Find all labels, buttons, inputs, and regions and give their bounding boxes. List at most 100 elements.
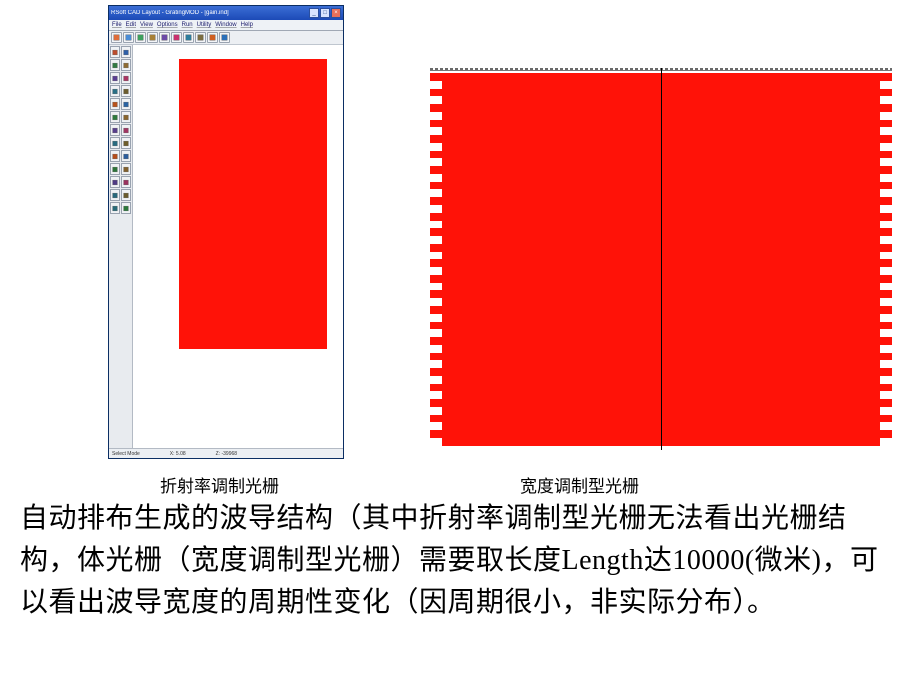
- side-tool-button[interactable]: [110, 176, 120, 188]
- close-button[interactable]: ×: [331, 8, 341, 18]
- tooth-row: [430, 112, 445, 120]
- side-tool-button[interactable]: [110, 98, 120, 110]
- tooth-row: [877, 329, 892, 337]
- side-tool-button[interactable]: [121, 111, 131, 123]
- tooth-row: [877, 174, 892, 182]
- side-tool-button[interactable]: [110, 189, 120, 201]
- menu-file[interactable]: File: [112, 22, 122, 28]
- side-tool-pair: [110, 111, 131, 123]
- side-tool-button[interactable]: [110, 137, 120, 149]
- toolbar-button[interactable]: [159, 32, 170, 43]
- tooth-row: [877, 415, 892, 423]
- toolbar-button[interactable]: [207, 32, 218, 43]
- tooth-peak: [430, 89, 445, 97]
- toolbar-button[interactable]: [171, 32, 182, 43]
- menu-utility[interactable]: Utility: [197, 22, 212, 28]
- tooth-trough: [442, 236, 445, 244]
- tooth-peak: [877, 353, 892, 361]
- side-tool-button[interactable]: [110, 111, 120, 123]
- tooth-row: [430, 135, 445, 143]
- tooth-trough: [442, 96, 445, 104]
- tooth-row: [877, 151, 892, 159]
- tooth-row: [430, 96, 445, 104]
- toolbar-button[interactable]: [123, 32, 134, 43]
- tooth-row: [430, 166, 445, 174]
- tooth-trough: [442, 81, 445, 89]
- tooth-peak: [877, 399, 892, 407]
- side-tool-button[interactable]: [121, 98, 131, 110]
- side-tool-button[interactable]: [110, 202, 120, 214]
- side-tool-pair: [110, 189, 131, 201]
- tooth-row: [430, 368, 445, 376]
- tooth-row: [877, 298, 892, 306]
- titlebar-buttons: _ □ ×: [309, 8, 341, 18]
- status-mode: Select Mode: [112, 451, 140, 457]
- side-tool-button[interactable]: [110, 46, 120, 58]
- tooth-peak: [430, 430, 445, 438]
- tooth-peak: [430, 275, 445, 283]
- maximize-button[interactable]: □: [320, 8, 330, 18]
- side-tool-button[interactable]: [121, 46, 131, 58]
- toolbar-button[interactable]: [183, 32, 194, 43]
- tooth-row: [877, 221, 892, 229]
- tooth-row: [877, 314, 892, 322]
- tooth-row: [430, 182, 445, 190]
- menu-run[interactable]: Run: [182, 22, 193, 28]
- tooth-row: [430, 120, 445, 128]
- tooth-trough: [877, 329, 880, 337]
- tooth-trough: [442, 112, 445, 120]
- side-tool-button[interactable]: [121, 202, 131, 214]
- side-tool-button[interactable]: [110, 59, 120, 71]
- tooth-peak: [877, 290, 892, 298]
- side-tool-button[interactable]: [121, 59, 131, 71]
- side-tool-button[interactable]: [121, 163, 131, 175]
- side-tool-button[interactable]: [110, 72, 120, 84]
- side-tool-button[interactable]: [110, 163, 120, 175]
- tooth-trough: [877, 391, 880, 399]
- tooth-trough: [877, 438, 880, 446]
- tooth-row: [430, 306, 445, 314]
- tooth-peak: [430, 353, 445, 361]
- side-tool-pair: [110, 163, 131, 175]
- menu-help[interactable]: Help: [241, 22, 253, 28]
- side-tool-button[interactable]: [121, 150, 131, 162]
- tooth-trough: [877, 189, 880, 197]
- side-tool-button[interactable]: [121, 176, 131, 188]
- side-tool-button[interactable]: [110, 85, 120, 97]
- tooth-row: [877, 166, 892, 174]
- side-tool-button[interactable]: [121, 137, 131, 149]
- side-tool-button[interactable]: [121, 72, 131, 84]
- status-z: Z: -39968: [216, 451, 237, 457]
- tooth-peak: [877, 306, 892, 314]
- tooth-peak: [877, 197, 892, 205]
- menu-view[interactable]: View: [140, 22, 153, 28]
- tooth-peak: [877, 259, 892, 267]
- side-tool-button[interactable]: [121, 189, 131, 201]
- menu-edit[interactable]: Edit: [126, 22, 136, 28]
- toolbar-button[interactable]: [135, 32, 146, 43]
- toolbar-button[interactable]: [195, 32, 206, 43]
- tooth-peak: [430, 244, 445, 252]
- toolbar-button[interactable]: [111, 32, 122, 43]
- toolbar-button[interactable]: [147, 32, 158, 43]
- side-tool-button[interactable]: [110, 124, 120, 136]
- caption-right: 宽度调制型光栅: [520, 472, 639, 497]
- tooth-trough: [442, 329, 445, 337]
- menu-window[interactable]: Window: [215, 22, 236, 28]
- tooth-row: [877, 306, 892, 314]
- side-tool-button[interactable]: [121, 124, 131, 136]
- tooth-trough: [877, 407, 880, 415]
- side-tool-button[interactable]: [121, 85, 131, 97]
- side-tool-button[interactable]: [110, 150, 120, 162]
- tooth-row: [877, 283, 892, 291]
- titlebar-text: RSoft CAD Layout - GratingMOD - [gain.in…: [111, 10, 229, 16]
- tooth-trough: [442, 360, 445, 368]
- tooth-trough: [877, 205, 880, 213]
- tooth-row: [877, 407, 892, 415]
- menu-options[interactable]: Options: [157, 22, 178, 28]
- toolbar-button[interactable]: [219, 32, 230, 43]
- tooth-peak: [430, 166, 445, 174]
- tooth-peak: [430, 197, 445, 205]
- tooth-row: [877, 438, 892, 446]
- minimize-button[interactable]: _: [309, 8, 319, 18]
